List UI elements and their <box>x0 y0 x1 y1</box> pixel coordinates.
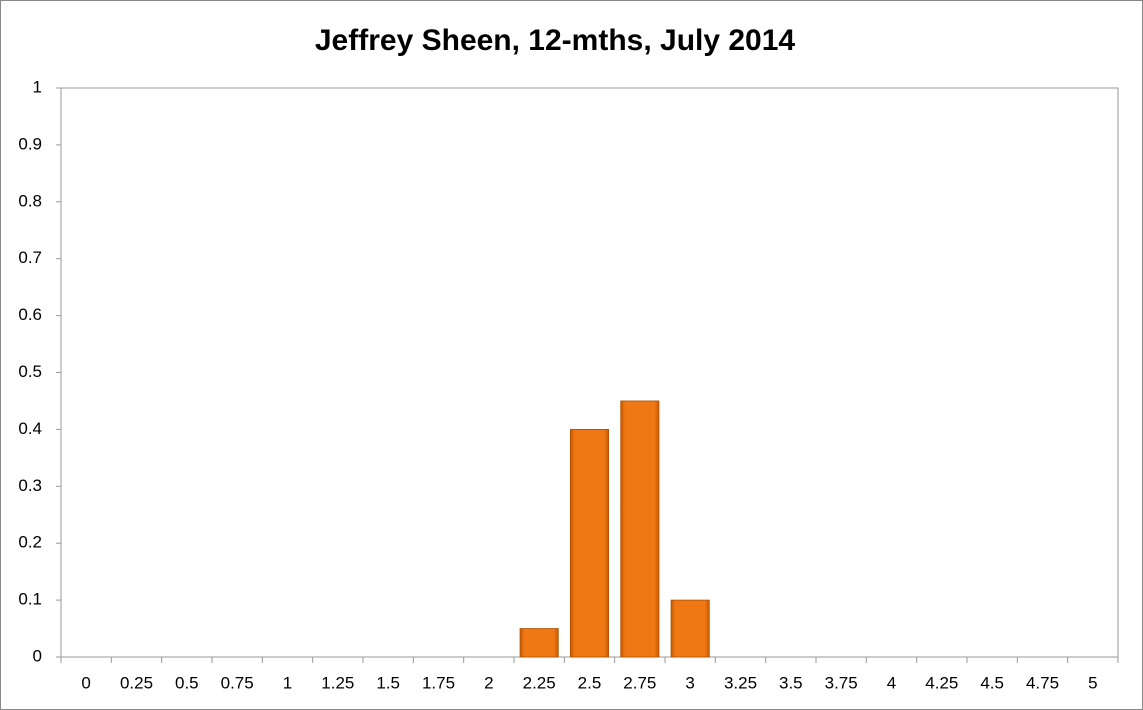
y-tick-label: 0.6 <box>18 305 42 324</box>
x-tick-label: 0.75 <box>221 673 254 692</box>
x-tick-label: 1.5 <box>376 673 400 692</box>
x-tick-label: 2 <box>484 673 493 692</box>
bar <box>569 428 610 658</box>
y-tick-label: 0.5 <box>18 362 42 381</box>
x-tick-label: 2.75 <box>623 673 656 692</box>
chart-title: Jeffrey Sheen, 12-mths, July 2014 <box>315 24 796 57</box>
x-tick-label: 0.25 <box>120 673 153 692</box>
x-tick-label: 2.5 <box>578 673 602 692</box>
y-tick-label: 0.3 <box>18 476 42 495</box>
x-tick-label: 3 <box>685 673 694 692</box>
bar <box>519 628 559 658</box>
x-tick-label: 1.25 <box>321 673 354 692</box>
x-tick-label: 3.25 <box>724 673 757 692</box>
x-tick-label: 4.5 <box>980 673 1004 692</box>
y-tick-label: 0.2 <box>18 533 42 552</box>
y-tick-label: 0.7 <box>18 248 42 267</box>
y-tick-label: 0.9 <box>18 134 42 153</box>
x-tick-label: 4.25 <box>925 673 958 692</box>
x-tick-label: 1.75 <box>422 673 455 692</box>
x-tick-label: 4 <box>887 673 896 692</box>
x-tick-label: 3.75 <box>825 673 858 692</box>
bar <box>620 400 660 658</box>
x-tick-label: 1 <box>283 673 292 692</box>
x-tick-label: 5 <box>1088 673 1097 692</box>
x-tick-label: 2.25 <box>523 673 556 692</box>
x-tick-label: 3.5 <box>779 673 803 692</box>
y-tick-label: 0.4 <box>18 419 42 438</box>
y-tick-label: 0 <box>33 646 42 665</box>
y-tick-label: 0.8 <box>18 191 42 210</box>
y-tick-label: 0.1 <box>18 590 42 609</box>
y-tick-label: 1 <box>33 77 42 96</box>
bar <box>670 599 710 658</box>
x-tick-label: 4.75 <box>1026 673 1059 692</box>
x-tick-label: 0 <box>81 673 90 692</box>
x-tick-label: 0.5 <box>175 673 199 692</box>
